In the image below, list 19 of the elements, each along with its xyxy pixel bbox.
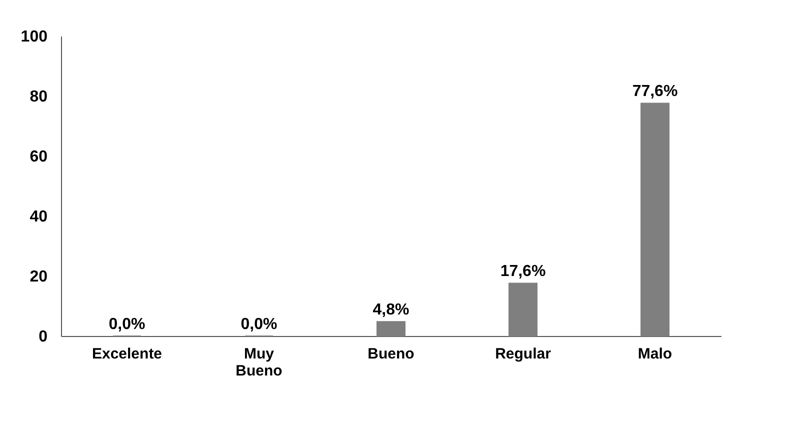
data-label: 17,6% [500,263,546,280]
bar [376,321,406,336]
x-tick-label: Regular [495,346,552,362]
y-tick-label: 0 [38,328,48,346]
bar [508,282,538,336]
data-label: 0,0% [240,316,278,333]
y-tick-label: 60 [30,148,48,166]
x-tick-label: Excelente [92,346,162,362]
x-tick-label: Bueno [368,346,414,362]
data-label: 4,8% [372,302,410,319]
y-tick-label: 100 [20,28,48,46]
x-tick-label: Malo [638,346,672,362]
y-tick-label: 40 [30,208,48,226]
y-tick-label: 20 [30,268,48,286]
data-label: 77,6% [632,83,678,100]
bar [640,102,670,336]
data-label: 0,0% [108,316,146,333]
x-tick-label: Muy Bueno [236,346,282,380]
y-tick-label: 80 [30,88,48,106]
